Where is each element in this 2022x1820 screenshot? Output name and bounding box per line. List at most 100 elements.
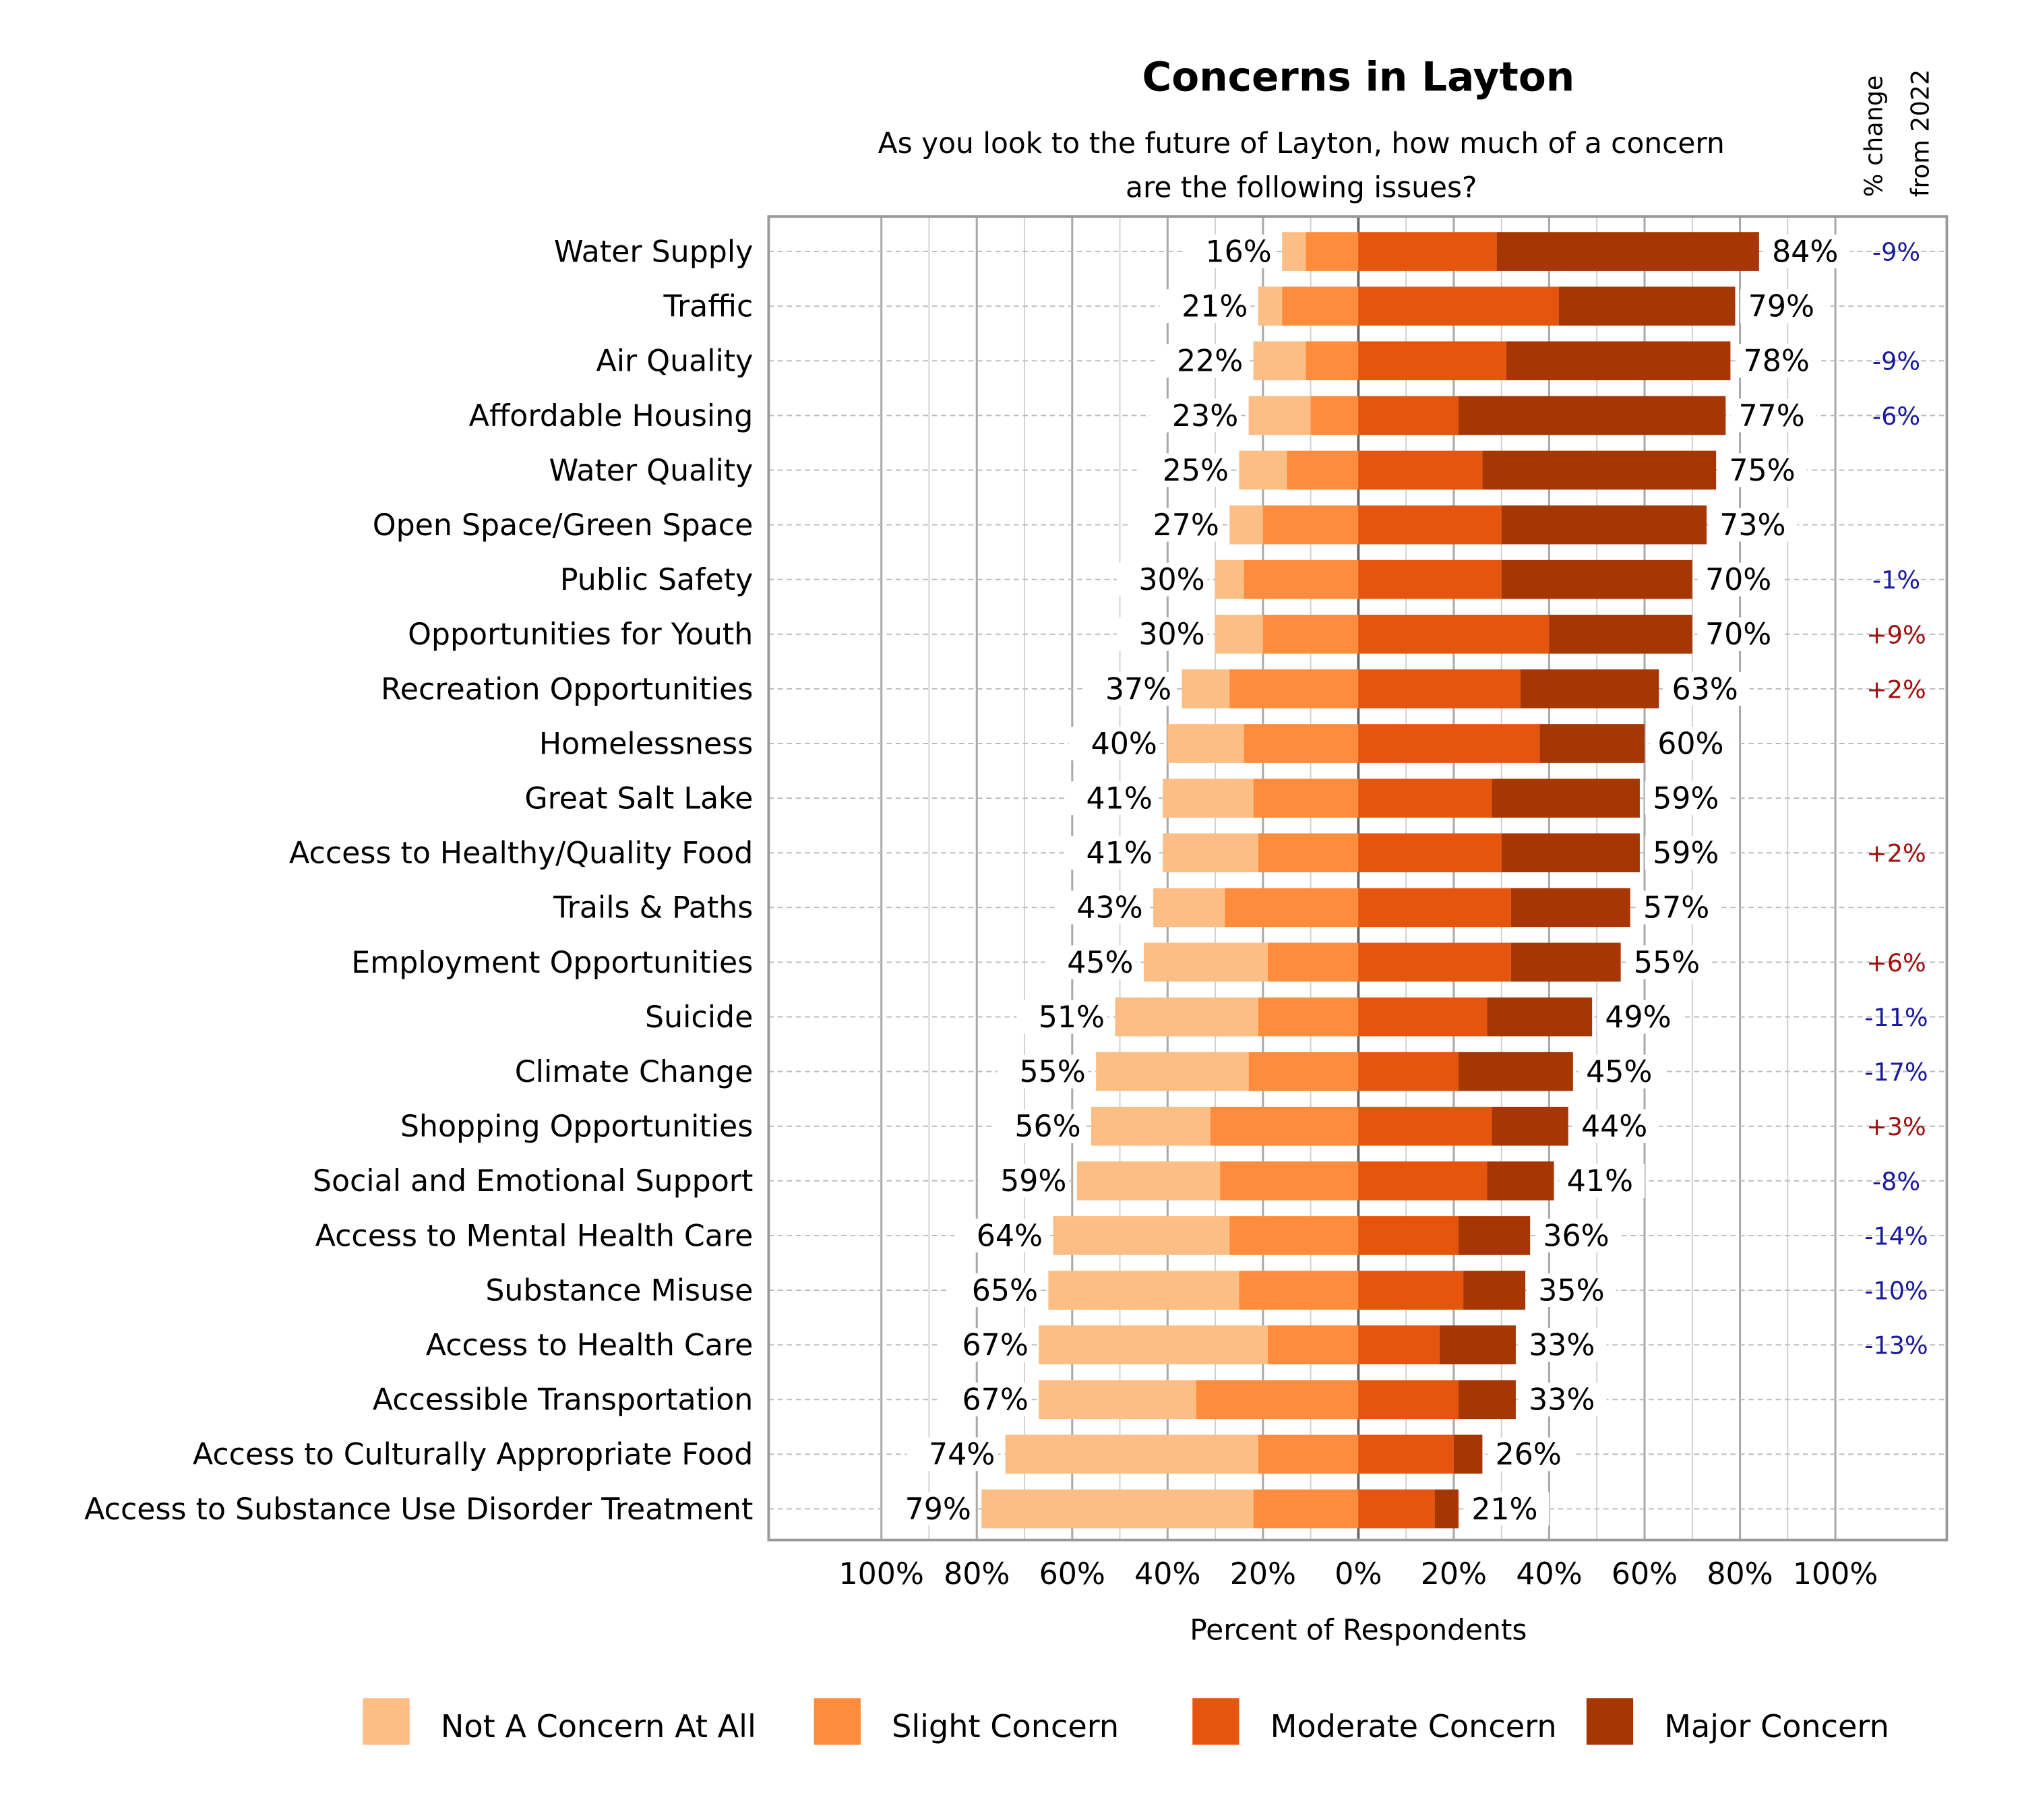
legend-label: Not A Concern At All <box>441 1708 756 1745</box>
bar-segment-slight-concern <box>1196 1380 1359 1420</box>
bar-segment-moderate-concern <box>1358 1489 1435 1529</box>
label-background <box>1054 890 1146 925</box>
bar-segment-not-a-concern <box>1053 1216 1230 1255</box>
category-label: Trails & Paths <box>553 891 753 926</box>
label-background <box>1721 453 1807 487</box>
label-background <box>1764 235 1850 269</box>
bar-segment-major-concern <box>1496 232 1759 271</box>
legend-swatch <box>363 1698 410 1745</box>
category-label: Access to Health Care <box>426 1329 754 1363</box>
bar-segment-major-concern <box>1558 286 1736 326</box>
bar-row: Water Quality 25% 75% <box>549 450 1807 490</box>
bar-segment-major-concern <box>1459 1380 1516 1420</box>
label-background <box>1559 1163 1645 1198</box>
category-label: Employment Opportunities <box>351 946 753 980</box>
bar-segment-moderate-concern <box>1358 1434 1454 1474</box>
bar-segment-moderate-concern <box>1358 833 1502 873</box>
category-label: Affordable Housing <box>469 399 754 433</box>
bar-row: Access to Health Care 67% 33% -13% <box>426 1325 1928 1364</box>
change-from-2022-label: -8% <box>1872 1167 1920 1196</box>
category-label: Open Space/Green Space <box>373 508 754 543</box>
label-background <box>1697 562 1783 597</box>
bar-row: Access to Culturally Appropriate Food 74%… <box>193 1434 1573 1474</box>
bar-segment-major-concern <box>1459 1216 1531 1255</box>
chart-subtitle-line-1: As you look to the future of Layton, how… <box>878 127 1725 160</box>
x-tick-label: 100% <box>838 1557 923 1591</box>
plot-frame <box>767 215 1949 1542</box>
bar-segment-not-a-concern <box>1115 997 1258 1037</box>
label-background <box>1573 1109 1659 1143</box>
bar-segment-major-concern <box>1510 888 1630 928</box>
change-from-2022-label: +9% <box>1866 620 1926 649</box>
label-background <box>1045 945 1136 979</box>
legend: Not A Concern At All Slight Concern Modera… <box>363 1698 1889 1745</box>
bar-segment-moderate-concern <box>1358 888 1511 928</box>
bar-segment-slight-concern <box>1220 1161 1359 1201</box>
bar-segment-not-a-concern <box>1215 559 1244 599</box>
label-background <box>1488 1437 1573 1472</box>
bar-segment-moderate-concern <box>1358 286 1559 326</box>
bar-row: Climate Change 55% 45% -17% <box>515 1052 1928 1091</box>
bar-segment-slight-concern <box>1310 396 1359 435</box>
change-from-2022-label: -10% <box>1864 1277 1928 1306</box>
legend-label: Major Concern <box>1664 1708 1889 1745</box>
bar-segment-slight-concern <box>1244 559 1359 599</box>
bar-segment-not-a-concern <box>981 1489 1254 1529</box>
label-background <box>1184 235 1275 269</box>
label-background <box>1016 1000 1107 1034</box>
left-total-label: 21% <box>1182 290 1248 324</box>
bar-segment-slight-concern <box>1253 1489 1359 1529</box>
bar-row: Great Salt Lake 41% 59% <box>524 779 1731 818</box>
bar-segment-not-a-concern <box>1163 779 1254 818</box>
bar-row: Accessible Transportation 67% 33% <box>373 1380 1607 1420</box>
label-background <box>1521 1383 1607 1417</box>
legend-swatch <box>1192 1698 1239 1745</box>
bar-segment-major-concern <box>1501 559 1692 599</box>
x-tick-label: 40% <box>1134 1557 1200 1591</box>
label-background <box>1116 562 1208 597</box>
left-total-label: 51% <box>1039 1000 1105 1035</box>
category-label: Social and Emotional Support <box>313 1164 753 1199</box>
category-label: Access to Culturally Appropriate Food <box>193 1438 753 1472</box>
bar-segment-moderate-concern <box>1358 1380 1459 1420</box>
label-background <box>1140 453 1231 487</box>
bar-segment-moderate-concern <box>1358 942 1511 982</box>
category-label: Water Supply <box>554 235 753 269</box>
left-total-label: 65% <box>972 1273 1038 1308</box>
bar-segment-moderate-concern <box>1358 341 1506 381</box>
x-axis-ticks: 100% 80% 60% 40% 20% 0% 20% 40% 60% 80% 100% <box>838 1557 1878 1591</box>
bar-segment-moderate-concern <box>1358 1271 1464 1310</box>
bar-segment-major-concern <box>1549 614 1692 654</box>
bar-segment-major-concern <box>1501 505 1707 545</box>
category-label: Access to Substance Use Disorder Treatme… <box>84 1492 753 1527</box>
legend-swatch <box>814 1698 861 1745</box>
bar-segment-moderate-concern <box>1358 997 1488 1037</box>
category-label: Great Salt Lake <box>524 781 753 816</box>
bar-row: Affordable Housing 23% 77% -6% <box>469 396 1920 435</box>
label-background <box>1649 727 1736 761</box>
bar-segment-major-concern <box>1463 1271 1526 1310</box>
label-background <box>1626 945 1712 979</box>
label-background <box>1155 344 1246 378</box>
bars: Water Supply 16% 84% -9% Traffic 21% 79% Air Qu… <box>84 232 1928 1529</box>
category-label: Homelessness <box>539 727 753 761</box>
right-total-label: 33% <box>1529 1383 1595 1418</box>
bar-segment-major-concern <box>1434 1489 1459 1529</box>
category-label: Access to Healthy/Quality Food <box>289 837 753 871</box>
bar-segment-not-a-concern <box>1039 1380 1196 1420</box>
label-background <box>1150 398 1242 433</box>
bar-segment-moderate-concern <box>1358 1106 1492 1146</box>
category-label: Substance Misuse <box>485 1273 753 1308</box>
bar-segment-not-a-concern <box>1096 1052 1249 1091</box>
category-label: Shopping Opportunities <box>400 1110 753 1144</box>
bar-row: Opportunities for Youth 30% 70% +9% <box>408 614 1926 654</box>
left-total-label: 64% <box>977 1219 1043 1253</box>
label-background <box>992 1109 1084 1143</box>
bar-segment-slight-concern <box>1244 724 1359 763</box>
bar-segment-slight-concern <box>1267 942 1359 982</box>
bar-segment-not-a-concern <box>1215 614 1263 654</box>
category-label: Access to Mental Health Care <box>315 1219 754 1253</box>
left-total-label: 45% <box>1067 946 1133 980</box>
bar-segment-slight-concern <box>1287 450 1359 490</box>
